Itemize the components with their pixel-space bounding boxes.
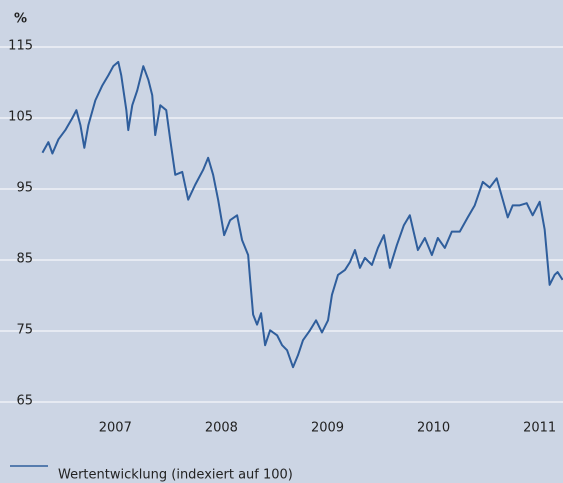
x-tick-label: 2007 — [99, 421, 132, 436]
y-tick-label: 85 — [16, 252, 33, 267]
y-tick-label: 65 — [16, 394, 33, 409]
x-tick-label: 2011 — [523, 421, 556, 436]
x-tick-label: 2009 — [311, 421, 344, 436]
data-line — [41, 60, 563, 369]
y-tick-label: 105 — [8, 110, 33, 125]
legend-label: Wertentwicklung (indexiert auf 100) — [58, 468, 293, 483]
x-tick-label: 2010 — [417, 421, 450, 436]
x-tick-label: 2008 — [205, 421, 238, 436]
y-tick-label: 95 — [16, 181, 33, 196]
y-unit: % — [14, 12, 27, 27]
y-tick-label: 115 — [8, 39, 33, 54]
y-tick-label: 75 — [16, 323, 33, 338]
